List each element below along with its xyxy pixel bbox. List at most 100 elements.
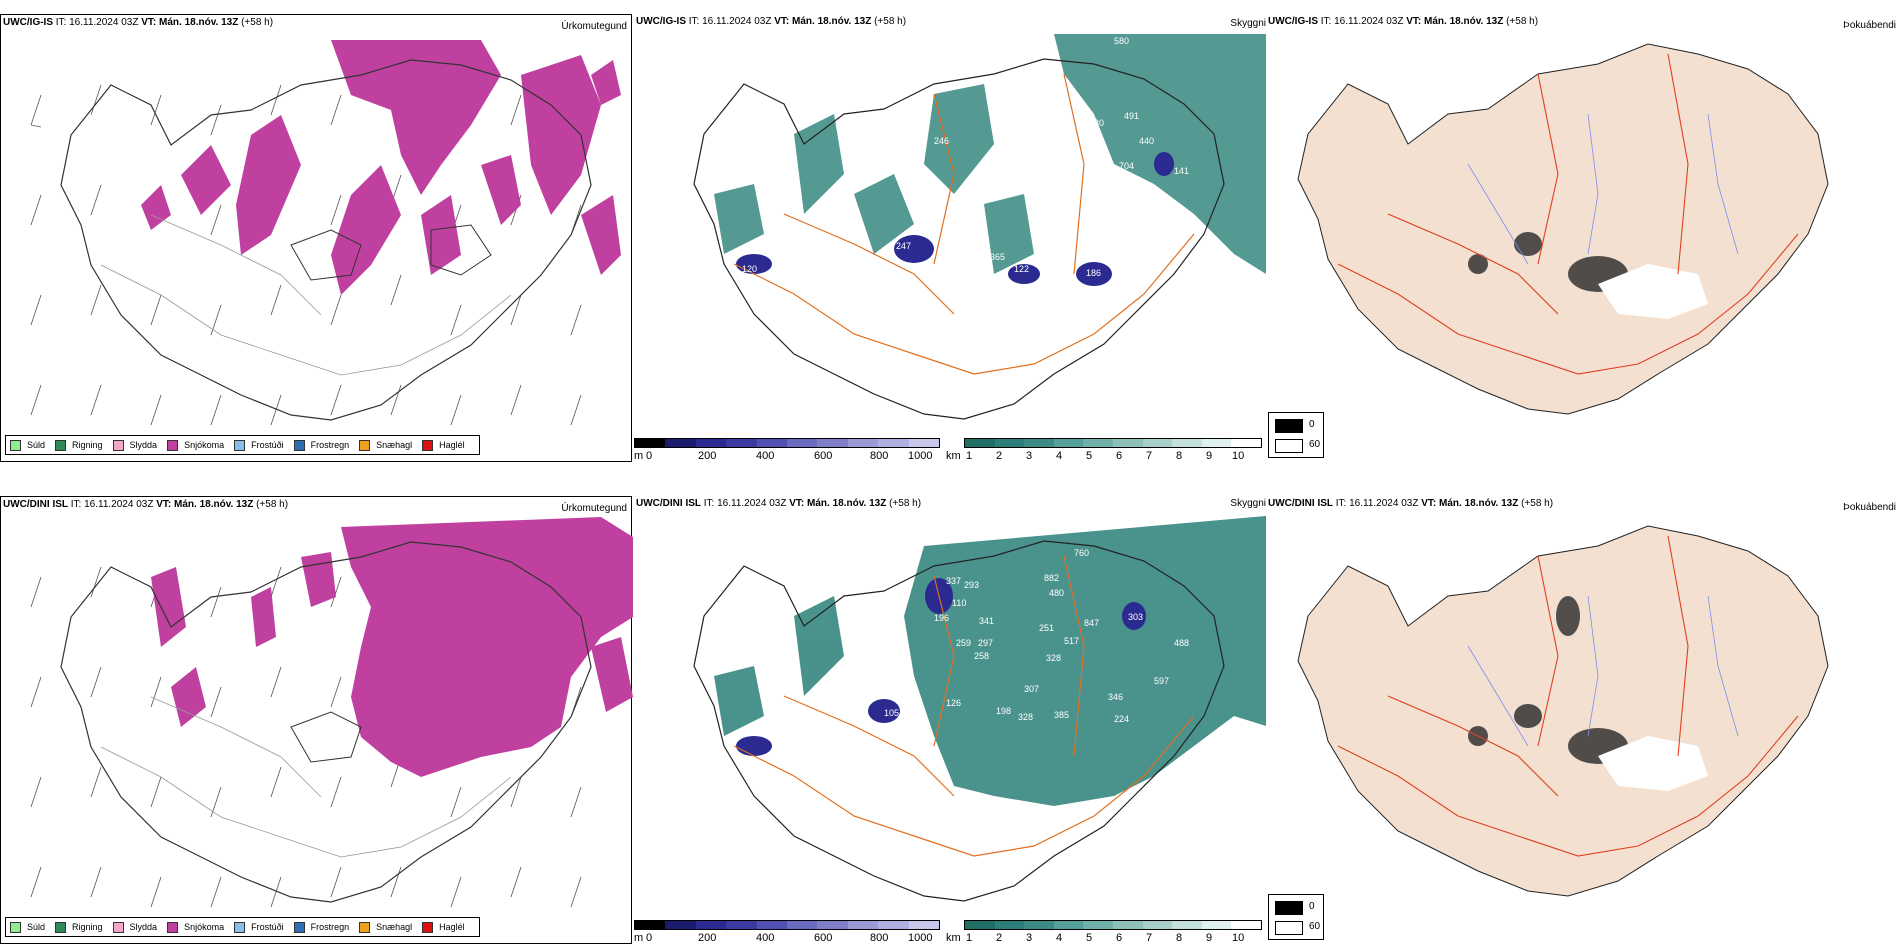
- cbar-tick: 7: [1146, 450, 1153, 462]
- cloud-label: 186: [1086, 268, 1101, 278]
- roads: [100, 696, 512, 858]
- cloud-label: 303: [1128, 612, 1143, 622]
- cbar-tick: 200: [698, 450, 717, 462]
- panel-right-title: Úrkomutegund: [561, 21, 627, 32]
- snow-areas: [141, 40, 621, 295]
- cloud-label: 258: [974, 651, 989, 661]
- cloud-label: 293: [964, 580, 979, 590]
- panel-title: UWC/DINI ISL IT: 16.11.2024 03Z VT: Mán.…: [636, 498, 922, 509]
- legend-item: Snjókoma: [167, 921, 224, 933]
- roads: [1337, 535, 1799, 857]
- cbar-tick: 6: [1116, 450, 1123, 462]
- cloud-label: 580: [1114, 36, 1129, 46]
- precip-type-map-row1: [30, 40, 621, 426]
- roads: [1337, 53, 1799, 375]
- legend-swatch: [112, 439, 124, 451]
- cloud-label: 105: [884, 708, 899, 718]
- legend-item: Frostregn: [293, 439, 349, 451]
- legend-swatch: [234, 439, 246, 451]
- iceland-land: [1297, 43, 1829, 415]
- cloud-label: 365: [990, 252, 1005, 262]
- visibility-panel-row1: 580 246 929 430 491 440 704 882 141 247 …: [634, 14, 1266, 462]
- glacier-outline: [290, 711, 362, 763]
- glacier-white: [1598, 736, 1708, 791]
- cloud-base-numbers: 760 337 293 882 480 110 196 341 251 517 …: [884, 548, 1189, 724]
- legend-item: Rigning: [55, 439, 103, 451]
- legend-swatch: [359, 439, 371, 451]
- cbar-tick: 2: [996, 450, 1003, 462]
- fog-swatch-dark: [1275, 419, 1303, 433]
- legend-swatch: [10, 921, 21, 933]
- roads: [733, 73, 1195, 375]
- fog-panel-row1: 0 60 UWC/IG-IS IT: 16.11.2024 03Z VT: Má…: [1268, 14, 1900, 462]
- legend-swatch: [359, 921, 371, 933]
- visibility-colorbar: [964, 438, 1262, 448]
- legend-swatch: [167, 921, 179, 933]
- cbar-tick: 800: [870, 450, 889, 462]
- precip-type-map-row2: [30, 517, 633, 908]
- cloud-label: 385: [1054, 710, 1069, 720]
- legend-item: Slydda: [112, 439, 157, 451]
- cloud-label: 929: [1054, 121, 1069, 131]
- legend-item: Rigning: [55, 921, 103, 933]
- cbar-tick: 800: [870, 932, 889, 944]
- cloud-label: 430: [1089, 118, 1104, 128]
- precip-type-panel-row1: UWC/IG-IS IT: 16.11.2024 03Z VT: Mán. 18…: [0, 14, 632, 462]
- cloud-label: 517: [1064, 636, 1079, 646]
- legend-swatch: [112, 921, 124, 933]
- fog-map-row1: [1297, 43, 1829, 415]
- cbar-unit: km: [946, 450, 961, 462]
- cbar-tick: 1000: [908, 932, 933, 944]
- precip-type-panel-row2: UWC/DINI ISL IT: 16.11.2024 03Z VT: Mán.…: [0, 496, 633, 944]
- legend-swatch: [55, 921, 67, 933]
- low-visibility-areas: [714, 516, 1266, 806]
- cloud-label: 126: [946, 698, 961, 708]
- panel-right-title: Þokuábendi: [1843, 20, 1896, 31]
- legend-item: Snæhagl: [359, 921, 412, 933]
- cbar-tick: 8: [1176, 932, 1183, 944]
- rivers: [1467, 113, 1739, 265]
- cloud-label: 346: [1108, 692, 1123, 702]
- cbar-unit: km: [946, 932, 961, 944]
- iceland-land: [1297, 525, 1829, 897]
- panel-title: UWC/DINI ISL IT: 16.11.2024 03Z VT: Mán.…: [3, 499, 289, 510]
- visibility-colorbar: [964, 920, 1262, 930]
- panel-right-title: Úrkomutegund: [561, 503, 627, 514]
- cloud-label: 341: [979, 616, 994, 626]
- legend-item: Súld: [10, 921, 45, 933]
- cloud-label: 198: [996, 706, 1011, 716]
- fog-scale-box: 0 60: [1268, 894, 1324, 940]
- cloud-label: 151: [1114, 264, 1129, 274]
- cloud-label: 259: [956, 638, 971, 648]
- legend-swatch: [55, 439, 67, 451]
- panel-title: UWC/IG-IS IT: 16.11.2024 03Z VT: Mán. 18…: [3, 17, 274, 28]
- cbar-tick: 10: [1232, 932, 1245, 944]
- cbar-tick: 1000: [908, 450, 933, 462]
- iceland-outline: [60, 59, 592, 421]
- visibility-map-row1: 580 246 929 430 491 440 704 882 141 247 …: [693, 34, 1266, 420]
- cbar-tick: 10: [1232, 450, 1245, 462]
- cbar-unit: m: [634, 450, 644, 462]
- cbar-tick: 0: [646, 932, 653, 944]
- cloud-label: 307: [1024, 684, 1039, 694]
- legend-item: Frostúði: [234, 439, 284, 451]
- cbar-tick: 2: [996, 932, 1003, 944]
- legend-swatch: [422, 439, 434, 451]
- panel-right-title: Skyggni: [1230, 18, 1266, 29]
- cbar-tick: 6: [1116, 932, 1123, 944]
- legend-item: Snæhagl: [359, 439, 412, 451]
- panel-right-title: Skyggni: [1230, 498, 1266, 509]
- fog-swatch-light: [1275, 921, 1303, 935]
- cloud-label: 340: [1089, 291, 1104, 301]
- visibility-panel-row2: 760 337 293 882 480 110 196 341 251 517 …: [634, 496, 1266, 944]
- cloud-base-numbers: 580 246 929 430 491 440 704 882 141 247 …: [742, 36, 1189, 301]
- cloud-label: 328: [1046, 653, 1061, 663]
- fog-scale-box: 0 60: [1268, 412, 1324, 458]
- legend-item: Snjókoma: [167, 439, 224, 451]
- precip-legend: Súld Rigning Slydda Snjókoma Frostúði Fr…: [5, 917, 480, 937]
- cloud-label: 120: [742, 264, 757, 274]
- cloud-label: 760: [1074, 548, 1089, 558]
- panel-title: UWC/DINI ISL IT: 16.11.2024 03Z VT: Mán.…: [1268, 498, 1554, 509]
- cbar-tick: 5: [1086, 450, 1093, 462]
- cloud-label: 122: [1014, 264, 1029, 274]
